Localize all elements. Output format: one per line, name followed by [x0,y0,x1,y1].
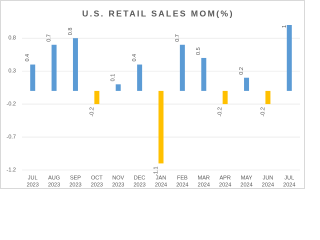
x-tick-label: 2023 [27,182,39,188]
x-tick-label: OCT [91,175,103,181]
x-tick-label: 2024 [240,182,252,188]
x-tick-label: 2024 [176,182,188,188]
x-tick-label: 2023 [48,182,60,188]
y-tick-label: -0.7 [7,134,16,140]
y-tick-label: -0.2 [7,102,16,108]
x-tick-label: DEC [134,175,146,181]
bar [201,57,207,91]
x-tick-label: SEP [70,175,81,181]
value-label: 0.2 [239,67,245,75]
value-label: -0.2 [260,107,266,116]
x-tick-label: JUN [263,175,274,181]
value-label: 0.7 [47,34,53,42]
chart-border [0,0,305,189]
bar [244,77,250,91]
value-label: 0.7 [175,34,181,42]
bar [222,90,228,105]
x-tick-label: 2024 [155,182,167,188]
x-tick-label: 2023 [112,182,124,188]
bar [30,64,36,91]
x-tick-label: JUL [28,175,38,181]
x-tick-label: NOV [112,175,124,181]
x-tick-label: MAR [198,175,210,181]
value-label: 0.1 [111,74,117,82]
bar [158,90,164,164]
x-tick-label: AUG [48,175,60,181]
bar [115,84,121,91]
x-tick-label: MAY [241,175,253,181]
value-label: 0.8 [68,28,74,36]
x-tick-label: APR [219,175,230,181]
bar [265,90,271,105]
value-label: 0.4 [132,54,138,62]
value-label: -0.2 [218,107,224,116]
chart: U.S. RETAIL SALES MOM(%) -1.2 -0.7 -0.2 0.3… [0,0,305,189]
value-label: 1 [282,25,288,28]
x-tick-label: FEB [177,175,188,181]
x-tick-label: 2024 [283,182,295,188]
x-tick-label: 2023 [133,182,145,188]
bar [286,25,292,91]
value-label: -1.1 [153,166,159,175]
chart-title: U.S. RETAIL SALES MOM(%) [82,8,234,18]
y-tick-label: 0.3 [8,69,16,75]
x-tick-label: 2023 [91,182,103,188]
x-tick-label: JAN [156,175,166,181]
bar [51,44,57,91]
value-label: -0.2 [89,107,95,116]
bar [72,38,78,91]
bar [179,44,185,91]
bar [137,64,143,91]
y-tick-label: 0.8 [8,36,16,42]
value-label: 0.5 [196,47,202,55]
x-tick-label: 2023 [69,182,81,188]
x-tick-label: 2024 [262,182,274,188]
x-tick-label: JUL [284,175,294,181]
page: U.S. RETAIL SALES MOM(%) -1.2 -0.7 -0.2 0.3… [0,0,305,189]
x-tick-label: 2024 [219,182,231,188]
value-label: 0.4 [25,54,31,62]
bar [94,90,100,105]
y-tick-label: -1.2 [7,167,16,173]
x-tick-label: 2024 [198,182,210,188]
